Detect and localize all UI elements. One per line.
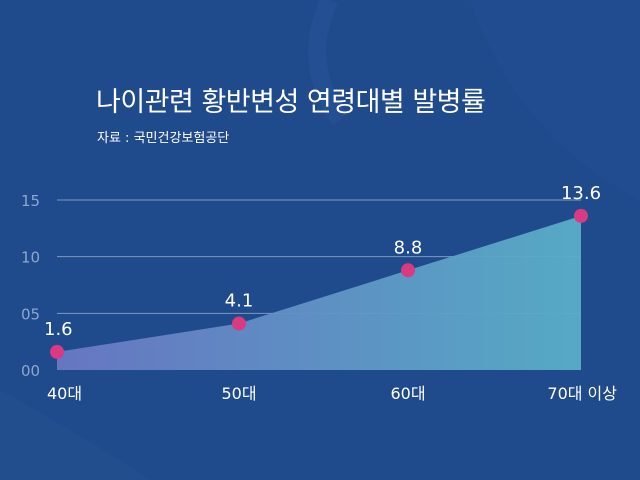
y-axis: 00 05 10 15 xyxy=(21,192,40,380)
x-tick-label: 50대 xyxy=(221,384,256,403)
chart-source: 자료 : 국민건강보험공단 xyxy=(97,131,230,146)
x-axis: 40대 50대 60대 70대 이상 xyxy=(47,384,617,403)
data-point xyxy=(50,344,64,359)
data-label: 8.8 xyxy=(394,237,423,258)
chart-title: 나이관련 황반변성 연령대별 발병률 xyxy=(96,87,486,118)
data-point xyxy=(574,208,588,223)
area-fill xyxy=(57,215,581,370)
data-point xyxy=(232,316,246,331)
y-tick-label: 10 xyxy=(21,249,40,267)
x-tick-label: 40대 xyxy=(47,384,82,403)
x-tick-label: 60대 xyxy=(390,384,425,403)
data-label: 4.1 xyxy=(225,291,254,312)
y-tick-label: 15 xyxy=(21,192,40,210)
data-point xyxy=(401,263,415,278)
area-series xyxy=(57,215,581,370)
y-tick-label: 05 xyxy=(21,305,40,323)
data-label: 13.6 xyxy=(561,183,601,204)
data-labels: 1.6 4.1 8.8 13.6 xyxy=(44,183,601,340)
x-tick-label: 70대 이상 xyxy=(547,384,617,403)
data-label: 1.6 xyxy=(44,319,73,340)
data-points xyxy=(50,208,588,359)
y-tick-label: 00 xyxy=(21,362,40,380)
